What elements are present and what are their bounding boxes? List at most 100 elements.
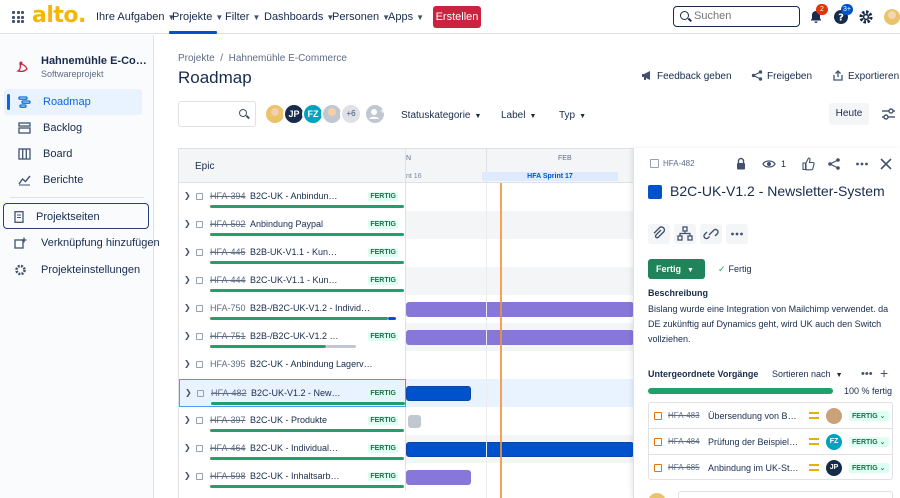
epic-summary[interactable]: B2C-UK - Inhaltsarbeiten UK <box>250 471 340 481</box>
expand-chevron-icon[interactable]: ❯ <box>184 191 191 200</box>
epic-row-label[interactable]: ❯ HFA-445 B2B-UK-V1.1 - Kundendaten FERTIG <box>179 239 406 267</box>
epic-timeline-cell[interactable] <box>406 379 633 407</box>
epic-timeline-cell[interactable] <box>406 239 633 267</box>
epic-timeline-cell[interactable] <box>406 407 633 435</box>
epic-row[interactable]: ❯ HFA-598 B2C-UK - Inhaltsarbeiten UK FERTI… <box>179 463 633 491</box>
child-issue-key[interactable]: HFA-685 <box>668 463 700 472</box>
sort-dropdown[interactable]: Sortieren nach ▼ <box>772 369 843 379</box>
epic-timeline-cell[interactable] <box>406 435 633 463</box>
attach-button[interactable] <box>648 224 670 244</box>
epic-row-label[interactable]: ❯ HFA-397 B2C-UK - Produkte FERTIG <box>179 407 406 435</box>
create-button[interactable]: Erstellen <box>433 6 481 28</box>
expand-chevron-icon[interactable]: ❯ <box>185 388 192 397</box>
filter-label[interactable]: Label ▼ <box>501 110 537 121</box>
epic-summary[interactable]: B2C-UK - Anbindung Lagerverwaltung <box>250 359 375 369</box>
epic-timeline-cell[interactable] <box>406 295 633 323</box>
epic-summary[interactable]: B2C-UK - Produkte <box>250 415 328 425</box>
epic-start-marker[interactable] <box>408 415 421 428</box>
child-issue-summary[interactable]: Prüfung der Beispiel-Newsletter <box>708 437 801 447</box>
sidebar-item-roadmap[interactable]: Roadmap <box>4 89 142 115</box>
epic-row-label[interactable]: ❯ HFA-482 B2C-UK-V1.2 - Newsletter-System F… <box>179 379 406 407</box>
epic-row[interactable]: ❯ HFA-751 B2B-/B2C-UK-V1.2 - Anpassungen FE… <box>179 323 633 351</box>
expand-chevron-icon[interactable]: ❯ <box>184 275 191 284</box>
nav-dashboards[interactable]: Dashboards ▼ <box>264 11 335 23</box>
epic-key[interactable]: HFA-598 <box>210 471 246 481</box>
child-assignee-avatar[interactable] <box>826 408 842 424</box>
export-button[interactable]: Exportieren <box>832 70 899 82</box>
epic-bar[interactable] <box>406 302 633 317</box>
nav-apps[interactable]: Apps ▼ <box>388 11 424 23</box>
roadmap-search-input[interactable] <box>178 101 256 127</box>
epic-key[interactable]: HFA-397 <box>210 415 246 425</box>
nav-projects[interactable]: Projekte ▼ <box>172 11 224 23</box>
epic-summary[interactable]: B2B-/B2C-UK-V1.2 - Individualisierung <box>250 303 375 313</box>
share-button[interactable]: Freigeben <box>751 70 812 82</box>
share-icon[interactable] <box>827 157 841 171</box>
app-switcher-icon[interactable] <box>12 11 24 23</box>
child-issue-summary[interactable]: Anbindung im UK-Store <box>708 463 801 473</box>
epic-timeline-cell[interactable] <box>406 267 633 295</box>
epic-summary[interactable]: B2B-/B2C-UK-V1.2 - Anpassungen <box>250 331 340 341</box>
epic-row-label[interactable]: ❯ HFA-750 B2B-/B2C-UK-V1.2 - Individualisi… <box>179 295 406 323</box>
logo[interactable]: alto. <box>32 3 86 28</box>
epic-key[interactable]: HFA-502 <box>210 219 246 229</box>
epic-timeline-cell[interactable] <box>406 351 633 379</box>
epic-row[interactable]: ❯ HFA-445 B2B-UK-V1.1 - Kundendaten FERTIG <box>179 239 633 267</box>
expand-chevron-icon[interactable]: ❯ <box>184 359 191 368</box>
child-issue-row[interactable]: HFA-484 Prüfung der Beispiel-Newsletter … <box>649 429 892 455</box>
epic-bar[interactable] <box>406 470 471 485</box>
epic-summary[interactable]: B2C-UK-V1.1 - Kundendaten <box>250 275 340 285</box>
epic-row[interactable]: ❯ HFA-397 B2C-UK - Produkte FERTIG <box>179 407 633 435</box>
sidebar-item-board[interactable]: Board <box>4 141 142 167</box>
epic-row[interactable]: ❯ HFA-444 B2C-UK-V1.1 - Kundendaten FERTIG <box>179 267 633 295</box>
epic-row[interactable]: ❯ HFA-395 B2C-UK - Anbindung Lagerverwaltu… <box>179 351 633 379</box>
add-people-button[interactable]: + <box>364 103 386 125</box>
epic-summary[interactable]: B2C-UK - Individualisierungen <box>250 443 340 453</box>
more-actions-button[interactable] <box>726 224 748 244</box>
epic-key[interactable]: HFA-464 <box>210 443 246 453</box>
epic-summary[interactable]: B2C-UK - Anbindung Zahlungsarten <box>250 191 340 201</box>
view-settings-button[interactable] <box>877 103 900 125</box>
expand-chevron-icon[interactable]: ❯ <box>184 471 191 480</box>
epic-summary[interactable]: B2B-UK-V1.1 - Kundendaten <box>250 247 340 257</box>
settings-button[interactable] <box>858 9 874 25</box>
epic-timeline-cell[interactable] <box>406 211 633 239</box>
notifications-button[interactable]: 2 <box>808 4 828 25</box>
eye-icon[interactable] <box>762 157 776 171</box>
epic-key[interactable]: HFA-751 <box>210 331 246 341</box>
assignee-avatar-more[interactable]: +6 <box>340 103 362 125</box>
expand-chevron-icon[interactable]: ❯ <box>184 443 191 452</box>
epic-row-label[interactable]: ❯ HFA-444 B2C-UK-V1.1 - Kundendaten FERTIG <box>179 267 406 295</box>
expand-chevron-icon[interactable]: ❯ <box>184 303 191 312</box>
epic-timeline-cell[interactable] <box>406 463 633 491</box>
nav-filters[interactable]: Filter ▼ <box>225 11 261 23</box>
child-issue-key[interactable]: HFA-483 <box>668 411 700 420</box>
epic-timeline-cell[interactable] <box>406 183 633 211</box>
child-assignee-avatar[interactable]: FZ <box>826 434 842 450</box>
breadcrumb-projects[interactable]: Projekte <box>178 53 215 64</box>
epic-key[interactable]: HFA-750 <box>210 303 246 313</box>
epic-row-label[interactable]: ❯ HFA-394 B2C-UK - Anbindung Zahlungsarten… <box>179 183 406 211</box>
epic-key[interactable]: HFA-394 <box>210 191 246 201</box>
breadcrumb-project[interactable]: Hahnemühle E-Commerce <box>228 53 347 64</box>
epic-row[interactable]: ❯ HFA-750 B2B-/B2C-UK-V1.2 - Individualisi… <box>179 295 633 323</box>
nav-your-work[interactable]: Ihre Aufgaben ▼ <box>96 11 176 23</box>
sidebar-item-add-link[interactable]: Verknüpfung hinzufügen <box>4 230 160 256</box>
close-icon[interactable] <box>879 157 893 171</box>
filter-type[interactable]: Typ ▼ <box>559 110 587 121</box>
more-icon[interactable] <box>855 157 869 171</box>
description-text[interactable]: Bislang wurde eine Integration von Mailc… <box>648 304 889 344</box>
epic-key[interactable]: HFA-445 <box>210 247 246 257</box>
child-issue-summary[interactable]: Übersendung von Beispiel-Newslettern <box>708 411 801 421</box>
epic-row-label[interactable]: ❯ HFA-502 Anbindung Paypal FERTIG <box>179 211 406 239</box>
epic-key[interactable]: HFA-482 <box>211 388 247 398</box>
child-more-button[interactable]: ••• <box>861 368 873 380</box>
expand-chevron-icon[interactable]: ❯ <box>184 415 191 424</box>
filter-status-category[interactable]: Statuskategorie ▼ <box>401 110 482 121</box>
child-status-badge[interactable]: FERTIG ⌄ <box>849 411 889 421</box>
child-assignee-avatar[interactable]: JP <box>826 460 842 476</box>
feedback-button[interactable]: Feedback geben <box>641 70 732 82</box>
epic-row[interactable]: ❯ HFA-464 B2C-UK - Individualisierungen FER… <box>179 435 633 463</box>
today-button[interactable]: Heute <box>829 103 869 125</box>
lock-icon[interactable] <box>734 157 748 171</box>
